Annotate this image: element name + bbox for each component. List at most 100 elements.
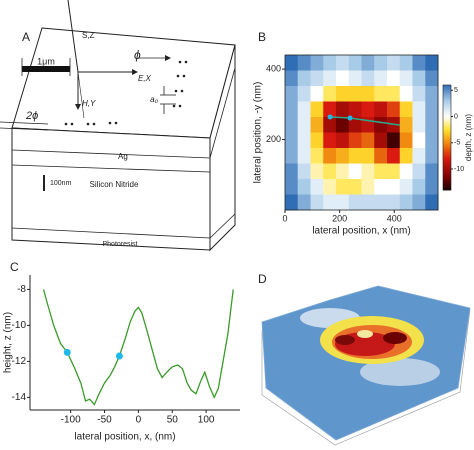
colorbar-tick-label: -10	[454, 166, 464, 173]
colorbar-segment	[443, 181, 451, 185]
heatmap-cell	[310, 117, 324, 133]
marker	[63, 348, 71, 356]
colorbar-label: depth, z (nm)	[464, 114, 473, 161]
membrane-label: Silicon Nitride	[90, 180, 139, 189]
e-axis-label: E,X	[138, 74, 152, 83]
heatmap-cell	[399, 55, 413, 71]
heatmap-cell	[310, 148, 324, 164]
heatmap-cell	[323, 55, 337, 71]
heatmap-cell	[297, 132, 311, 149]
x-axis-label: lateral position, x (nm)	[312, 226, 410, 237]
colorbar-segment	[443, 108, 451, 111]
heatmap-cell	[285, 70, 299, 87]
scale-bar	[22, 66, 70, 72]
colorbar-segment	[443, 131, 451, 134]
heatmap-cell	[335, 163, 350, 180]
heatmap-cell	[335, 132, 350, 149]
heatmap-cell	[425, 117, 439, 133]
colorbar-segment	[443, 171, 451, 174]
heatmap-cell	[348, 179, 362, 195]
heatmap-cell	[425, 101, 439, 118]
heatmap-cell	[348, 132, 362, 149]
trace-marker	[347, 115, 353, 121]
spacing-label: a₀	[150, 95, 158, 104]
panel-a: 1μm S,Z E,X H,Y ϕ a₀ 2ϕ Ag 100nm Silicon	[0, 0, 236, 252]
colorbar-segment	[443, 87, 451, 90]
heatmap-cell	[361, 55, 375, 71]
heatmap-cell	[374, 132, 388, 149]
colorbar-segment	[443, 177, 451, 180]
layer-line	[11, 164, 211, 173]
y-tick-label: -14	[12, 392, 27, 403]
heatmap-cell	[399, 70, 413, 87]
heatmap-cell	[374, 86, 388, 102]
heatmap-cell	[297, 70, 311, 87]
heatmap-cell	[323, 163, 337, 180]
heatmap-cell	[374, 55, 388, 71]
x-tick-label: 200	[332, 213, 347, 223]
heatmap-cell	[361, 101, 375, 118]
heatmap-cell	[348, 86, 362, 102]
y-tick-label: 200	[266, 134, 281, 144]
hole-array	[64, 60, 188, 126]
heatmap-cell	[335, 101, 350, 118]
heatmap-cell	[348, 148, 362, 164]
heatmap-cell	[285, 55, 299, 71]
box-top	[11, 27, 236, 139]
colorbar-segment	[443, 156, 451, 159]
panel-d: D	[258, 272, 471, 446]
colorbar-segment	[443, 185, 451, 189]
heatmap-cell	[412, 70, 426, 87]
heatmap-cell	[310, 194, 324, 211]
heatmap-cell	[335, 194, 350, 211]
substrate-label: Photoresist	[102, 241, 137, 248]
colorbar-segment	[443, 179, 451, 183]
heatmap-cell	[310, 55, 324, 71]
heatmap-cell	[348, 55, 362, 71]
heatmap-cell	[335, 70, 350, 87]
x-tick-label: 0	[136, 415, 142, 426]
heatmap-cell	[361, 132, 375, 149]
y-tick-label: -10	[12, 320, 27, 331]
colorbar-segment	[443, 106, 451, 109]
y-tick-label: -12	[12, 356, 27, 367]
colorbar-frame	[442, 84, 452, 191]
surface-highlight	[360, 358, 440, 386]
heatmap-cell	[374, 194, 388, 211]
x-tick-label: 0	[282, 213, 287, 223]
h-axis-label: H,Y	[82, 99, 96, 108]
heatmap-cell	[361, 86, 375, 102]
heatmap-cell	[310, 70, 324, 87]
colorbar-segment	[443, 152, 451, 155]
heatmap-cell	[412, 86, 426, 102]
heatmap-cell	[310, 163, 324, 180]
layer-line	[11, 149, 211, 159]
colorbar-segment	[443, 137, 451, 141]
heatmap-cell	[285, 148, 299, 164]
y-axis-label: height, z (nm)	[3, 312, 14, 373]
colorbar-segment	[443, 101, 451, 105]
colorbar-segment	[443, 141, 451, 145]
heatmap-cell	[361, 148, 375, 164]
colorbar-segment	[443, 158, 451, 162]
colorbar-segment	[443, 175, 451, 178]
colorbar-segment	[443, 93, 451, 96]
colorbar-segment	[443, 148, 451, 151]
colorbar-tick-label: -5	[454, 140, 460, 147]
marker	[115, 352, 123, 360]
heatmap-cell	[425, 55, 439, 71]
colorbar-segment	[443, 187, 451, 191]
heatmap-cell	[348, 101, 362, 118]
heatmap-cell	[335, 179, 350, 195]
heatmap-cell	[310, 132, 324, 149]
colorbar-segment	[443, 85, 451, 88]
colorbar-segment	[443, 135, 451, 138]
heatmap-cell	[285, 163, 299, 180]
heatmap-cell	[323, 101, 337, 118]
heatmap-cell	[297, 179, 311, 195]
heatmap-cell	[335, 55, 350, 71]
heatmap-cell	[399, 179, 413, 195]
heatmap-cell	[297, 55, 311, 71]
two-phi-label: 2ϕ	[25, 110, 38, 122]
colorbar-segment	[443, 160, 451, 164]
